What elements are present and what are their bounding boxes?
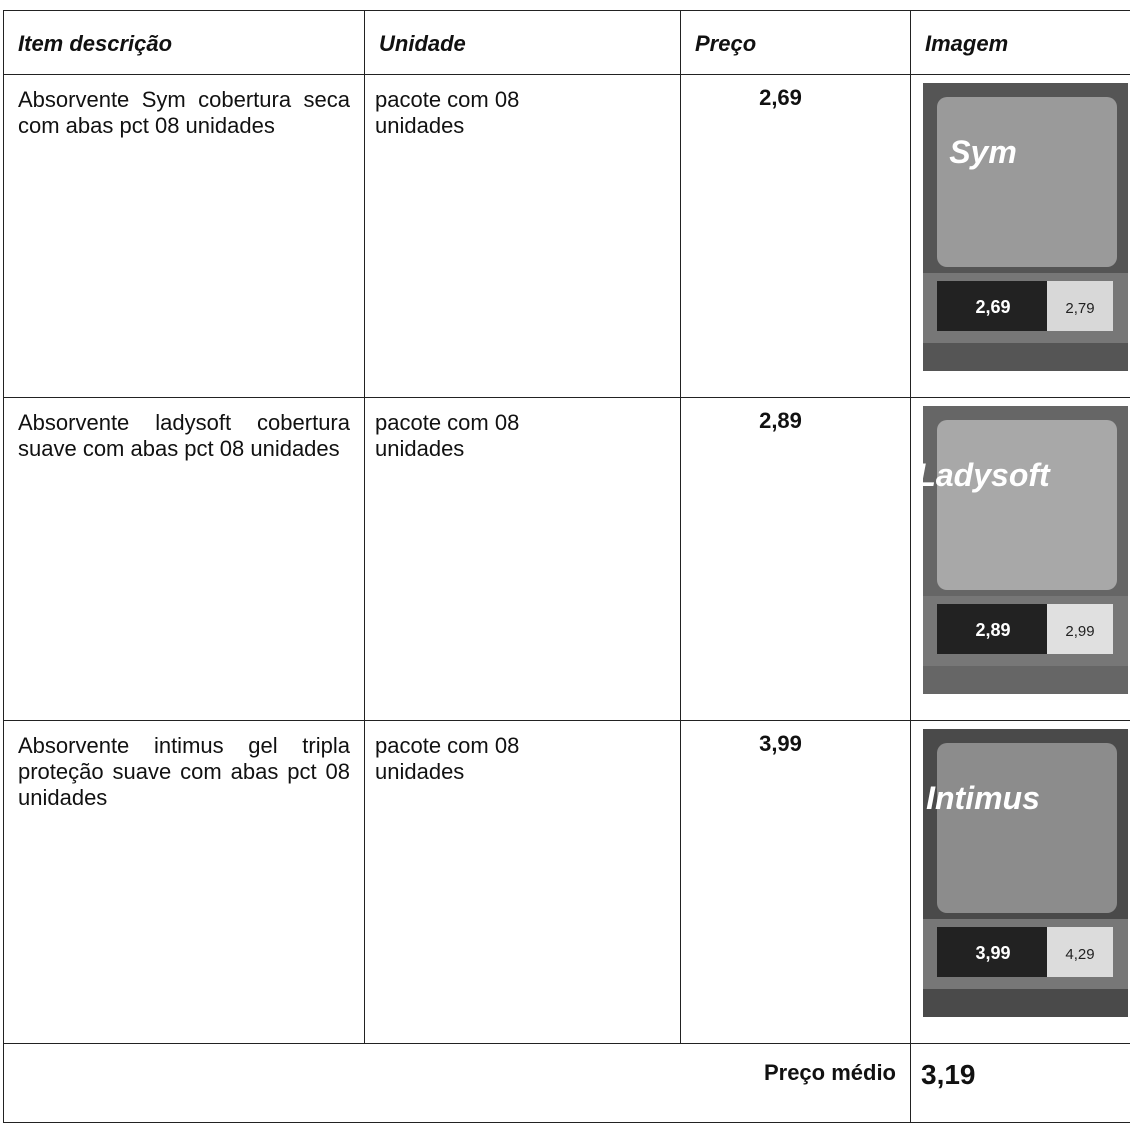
brand-label: Intimus [926, 780, 1040, 816]
tag-price: 2,89 [975, 620, 1010, 640]
brand-label: Sym [949, 134, 1017, 170]
image-cell: Sym 2,69 2,79 [911, 75, 1130, 398]
page: Item descrição Unidade Preço Imagem Abso… [0, 0, 1130, 1067]
tag-price: 2,79 [1065, 300, 1094, 317]
footer-label: Preço médio [4, 1044, 911, 1123]
tag-price: 4,29 [1065, 946, 1094, 963]
brand-label: Ladysoft [923, 457, 1051, 493]
price-cell: 2,69 [681, 75, 911, 398]
header-cell: Item descrição [4, 11, 365, 75]
package [937, 420, 1117, 590]
unit-cell: pacote com 08 unidades [365, 75, 681, 398]
tag-price: 2,99 [1065, 623, 1094, 640]
package [937, 97, 1117, 267]
unit-cell: pacote com 08 unidades [365, 721, 681, 1044]
price-cell: 3,99 [681, 721, 911, 1044]
tag-price: 2,69 [975, 297, 1010, 317]
price-cell: 2,89 [681, 398, 911, 721]
item-row: Absorvente intimus gel tripla proteção s… [4, 721, 1130, 1044]
footer-row: Preço médio 3,19 [4, 1044, 1130, 1123]
image-cell: Ladysoft 2,89 2,99 [911, 398, 1130, 721]
unit-text: pacote com 08 unidades [375, 87, 575, 139]
footer-value: 3,19 [911, 1044, 1130, 1123]
product-photo: Ladysoft 2,89 2,99 [923, 406, 1128, 694]
product-photo: Intimus 3,99 4,29 [923, 729, 1128, 1017]
image-cell: Intimus 3,99 4,29 [911, 721, 1130, 1044]
tag-price: 3,99 [975, 943, 1010, 963]
price-table: Item descrição Unidade Preço Imagem Abso… [3, 10, 1130, 1123]
unit-text: pacote com 08 unidades [375, 410, 575, 462]
unit-cell: pacote com 08 unidades [365, 398, 681, 721]
package [937, 743, 1117, 913]
item-row: Absorvente ladysoft cobertura suave com … [4, 398, 1130, 721]
table-body: Absorvente Sym cobertura seca com abas p… [4, 75, 1130, 1044]
header-cell: Preço [681, 11, 911, 75]
item-row: Absorvente Sym cobertura seca com abas p… [4, 75, 1130, 398]
description-cell: Absorvente Sym cobertura seca com abas p… [4, 75, 365, 398]
header-cell: Unidade [365, 11, 681, 75]
header-cell: Imagem [911, 11, 1130, 75]
description-cell: Absorvente ladysoft cobertura suave com … [4, 398, 365, 721]
unit-text: pacote com 08 unidades [375, 733, 575, 785]
header-row: Item descrição Unidade Preço Imagem [4, 11, 1130, 75]
description-cell: Absorvente intimus gel tripla proteção s… [4, 721, 365, 1044]
product-photo: Sym 2,69 2,79 [923, 83, 1128, 371]
